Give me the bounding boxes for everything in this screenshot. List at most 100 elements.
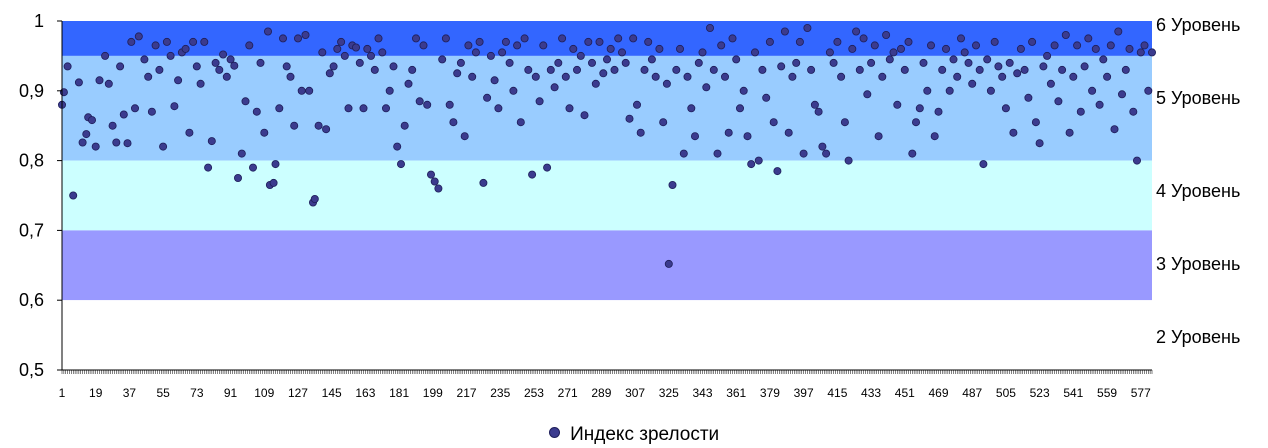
data-point xyxy=(82,130,91,139)
y-tick-label: 1 xyxy=(34,11,44,31)
band-label: 6 Уровень xyxy=(1156,15,1240,35)
data-point xyxy=(788,72,797,81)
data-point xyxy=(396,160,405,169)
data-point xyxy=(263,27,272,36)
data-point xyxy=(629,34,638,43)
data-point xyxy=(975,65,984,74)
data-point xyxy=(543,163,552,172)
data-point xyxy=(1136,48,1145,57)
data-point xyxy=(204,163,213,172)
data-point xyxy=(494,104,503,113)
y-tick-label: 0,9 xyxy=(19,81,44,101)
data-point xyxy=(867,58,876,67)
data-point xyxy=(170,102,179,111)
data-point xyxy=(754,156,763,165)
x-tick-label: 559 xyxy=(1097,386,1117,400)
data-point xyxy=(1050,41,1059,50)
data-point xyxy=(104,79,113,88)
data-point xyxy=(1035,139,1044,148)
x-tick-label: 109 xyxy=(254,386,274,400)
data-point xyxy=(430,177,439,186)
data-point xyxy=(211,58,220,67)
data-point xyxy=(728,34,737,43)
data-point xyxy=(736,104,745,113)
data-point xyxy=(69,191,78,200)
level-bands xyxy=(62,21,1152,370)
data-point xyxy=(840,118,849,127)
data-point xyxy=(882,30,891,39)
band-label: 2 Уровень xyxy=(1156,327,1240,347)
data-point xyxy=(144,72,153,81)
data-point xyxy=(366,51,375,60)
data-point xyxy=(355,58,364,67)
data-point xyxy=(130,104,139,113)
data-point xyxy=(1065,128,1074,137)
data-point xyxy=(95,76,104,85)
data-point xyxy=(644,37,653,46)
data-point xyxy=(561,72,570,81)
data-point xyxy=(162,37,171,46)
data-point xyxy=(271,160,280,169)
data-point xyxy=(664,259,673,268)
data-point xyxy=(897,44,906,53)
data-point xyxy=(260,128,269,137)
x-axis-ticks: 1 19 37 55 73 91 109 127 145 163 181 199 217 235 253 27… xyxy=(59,370,1153,400)
x-tick-label: 307 xyxy=(625,386,645,400)
data-point xyxy=(584,37,593,46)
data-point xyxy=(1106,41,1115,50)
data-point xyxy=(381,104,390,113)
x-tick-label: 451 xyxy=(895,386,915,400)
data-point xyxy=(215,65,224,74)
data-point xyxy=(147,107,156,116)
x-tick-label: 181 xyxy=(389,386,409,400)
data-point xyxy=(1144,86,1153,95)
data-point xyxy=(784,128,793,137)
data-point xyxy=(475,37,484,46)
data-point xyxy=(1084,34,1093,43)
data-point xyxy=(108,121,117,130)
data-point xyxy=(426,170,435,179)
data-point xyxy=(870,41,879,50)
data-point xyxy=(938,65,947,74)
data-point xyxy=(810,100,819,109)
data-point xyxy=(286,72,295,81)
data-point xyxy=(63,62,72,71)
data-point xyxy=(825,48,834,57)
data-point xyxy=(968,79,977,88)
data-point xyxy=(606,44,615,53)
data-point xyxy=(329,62,338,71)
data-point xyxy=(676,44,685,53)
data-point xyxy=(378,48,387,57)
data-point xyxy=(1099,55,1108,64)
data-point xyxy=(219,50,228,59)
data-point xyxy=(687,104,696,113)
band-3 xyxy=(62,160,1152,231)
data-point xyxy=(863,90,872,99)
data-point xyxy=(1016,44,1025,53)
data-point xyxy=(591,79,600,88)
data-point xyxy=(713,149,722,158)
data-point xyxy=(333,44,342,53)
data-point xyxy=(248,163,257,172)
x-tick-label: 577 xyxy=(1131,386,1151,400)
data-point xyxy=(415,97,424,106)
data-point xyxy=(822,149,831,158)
data-point xyxy=(468,72,477,81)
data-point xyxy=(668,180,677,189)
data-point xyxy=(885,55,894,64)
x-tick-label: 433 xyxy=(861,386,881,400)
data-point xyxy=(159,142,168,151)
data-point xyxy=(1039,62,1048,71)
data-point xyxy=(385,86,394,95)
data-point xyxy=(558,34,567,43)
x-tick-label: 145 xyxy=(322,386,342,400)
data-point xyxy=(732,55,741,64)
data-point xyxy=(773,167,782,176)
data-point xyxy=(780,27,789,36)
band-2 xyxy=(62,55,1152,161)
data-point xyxy=(464,41,473,50)
data-point xyxy=(949,55,958,64)
data-point xyxy=(1013,69,1022,78)
data-point xyxy=(393,142,402,151)
data-point xyxy=(174,76,183,85)
